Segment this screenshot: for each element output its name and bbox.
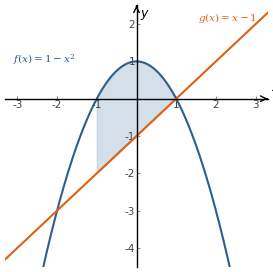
Text: $f(x) = 1 - x^2$: $f(x) = 1 - x^2$ (13, 52, 76, 67)
Text: $x$: $x$ (271, 81, 273, 94)
Text: $g(x) = x - 1$: $g(x) = x - 1$ (198, 11, 257, 25)
Text: $y$: $y$ (141, 8, 150, 22)
